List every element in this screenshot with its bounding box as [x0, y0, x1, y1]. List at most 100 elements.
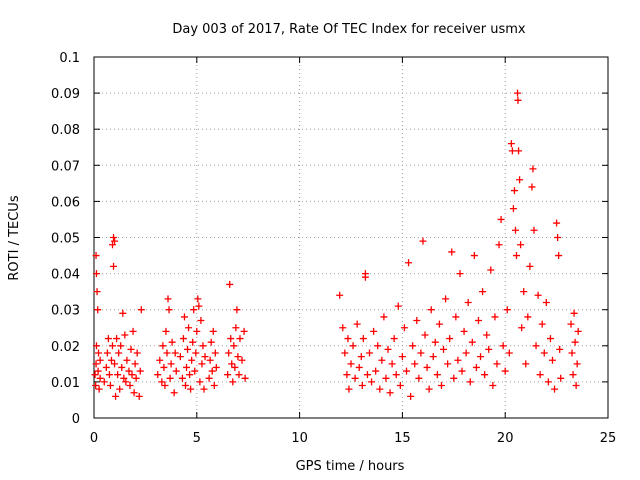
- data-point: [206, 356, 214, 364]
- data-point: [510, 187, 518, 195]
- data-point: [429, 353, 437, 361]
- data-point: [530, 226, 538, 234]
- data-point: [176, 353, 184, 361]
- data-point: [113, 335, 121, 343]
- chart-title: Day 003 of 2017, Rate Of TEC Index for r…: [172, 22, 526, 37]
- data-point: [136, 367, 144, 375]
- data-point: [211, 349, 219, 357]
- data-point: [165, 306, 173, 314]
- data-point: [384, 345, 392, 353]
- data-point: [112, 392, 120, 400]
- y-tick-label: 0.09: [51, 87, 80, 102]
- data-point: [358, 382, 366, 390]
- data-point: [396, 382, 404, 390]
- data-point: [107, 356, 115, 364]
- data-point: [114, 371, 122, 379]
- data-point: [191, 367, 199, 375]
- data-point: [336, 291, 344, 299]
- data-point: [198, 360, 206, 368]
- x-tick-label: 10: [291, 431, 308, 446]
- data-point: [164, 295, 172, 303]
- data-point: [542, 298, 550, 306]
- y-tick-label: 0.02: [51, 340, 80, 355]
- data-point: [520, 288, 528, 296]
- data-point: [427, 306, 435, 314]
- data-point: [524, 313, 532, 321]
- data-point: [343, 371, 351, 379]
- data-point: [361, 273, 369, 281]
- data-point: [505, 349, 513, 357]
- data-point: [341, 349, 349, 357]
- data-point: [110, 234, 118, 241]
- data-point: [499, 342, 507, 350]
- data-point: [570, 309, 578, 317]
- data-point: [477, 353, 485, 361]
- data-point: [487, 266, 495, 274]
- data-point: [135, 392, 143, 400]
- data-point: [201, 353, 209, 361]
- data-point: [197, 317, 205, 325]
- data-point: [522, 360, 530, 368]
- data-point: [417, 349, 425, 357]
- data-point: [159, 342, 167, 350]
- data-point: [126, 382, 134, 390]
- data-point: [454, 356, 462, 364]
- data-point: [536, 371, 544, 379]
- x-tick-label: 20: [497, 431, 514, 446]
- x-axis-label: GPS time / hours: [296, 459, 405, 474]
- data-point: [207, 338, 215, 346]
- data-point: [515, 147, 523, 155]
- data-point: [398, 353, 406, 361]
- y-tick-label: 0.04: [51, 268, 80, 283]
- data-point: [119, 309, 127, 317]
- data-point: [94, 306, 102, 314]
- data-point: [92, 360, 100, 368]
- data-point: [574, 327, 582, 335]
- data-point: [368, 378, 376, 386]
- data-point: [456, 270, 464, 278]
- data-point: [184, 345, 192, 353]
- data-point: [172, 367, 180, 375]
- data-point: [132, 374, 140, 382]
- data-point: [91, 371, 99, 379]
- x-axis: 0 5 10 15 20 25: [90, 57, 616, 446]
- data-point: [196, 378, 204, 386]
- data-point: [363, 371, 371, 379]
- data-point: [556, 345, 564, 353]
- data-point: [128, 371, 136, 379]
- data-point: [411, 360, 419, 368]
- data-point: [388, 360, 396, 368]
- data-point: [190, 306, 198, 314]
- data-point: [234, 353, 242, 361]
- data-point: [468, 338, 476, 346]
- data-point: [103, 349, 111, 357]
- data-point: [452, 313, 460, 321]
- x-tick-label: 25: [600, 431, 617, 446]
- data-point: [160, 363, 168, 371]
- data-point: [208, 367, 216, 375]
- data-point: [569, 371, 577, 379]
- data-point: [178, 374, 186, 382]
- data-point: [115, 349, 123, 357]
- data-point: [131, 360, 139, 368]
- data-point: [105, 371, 113, 379]
- data-point: [194, 295, 202, 303]
- data-point: [200, 385, 208, 393]
- data-point: [210, 382, 218, 390]
- data-point: [355, 363, 363, 371]
- data-point: [187, 385, 195, 393]
- data-point: [344, 335, 352, 343]
- data-point: [181, 382, 189, 390]
- data-point: [423, 363, 431, 371]
- data-point: [386, 389, 394, 397]
- y-tick-label: 0.05: [51, 232, 80, 247]
- data-point: [571, 338, 579, 346]
- data-point: [111, 360, 119, 368]
- data-point: [413, 317, 421, 325]
- data-point: [409, 342, 417, 350]
- data-point: [96, 356, 104, 364]
- data-point: [158, 378, 166, 386]
- data-point: [483, 331, 491, 339]
- data-point: [92, 382, 100, 390]
- data-point: [111, 237, 119, 245]
